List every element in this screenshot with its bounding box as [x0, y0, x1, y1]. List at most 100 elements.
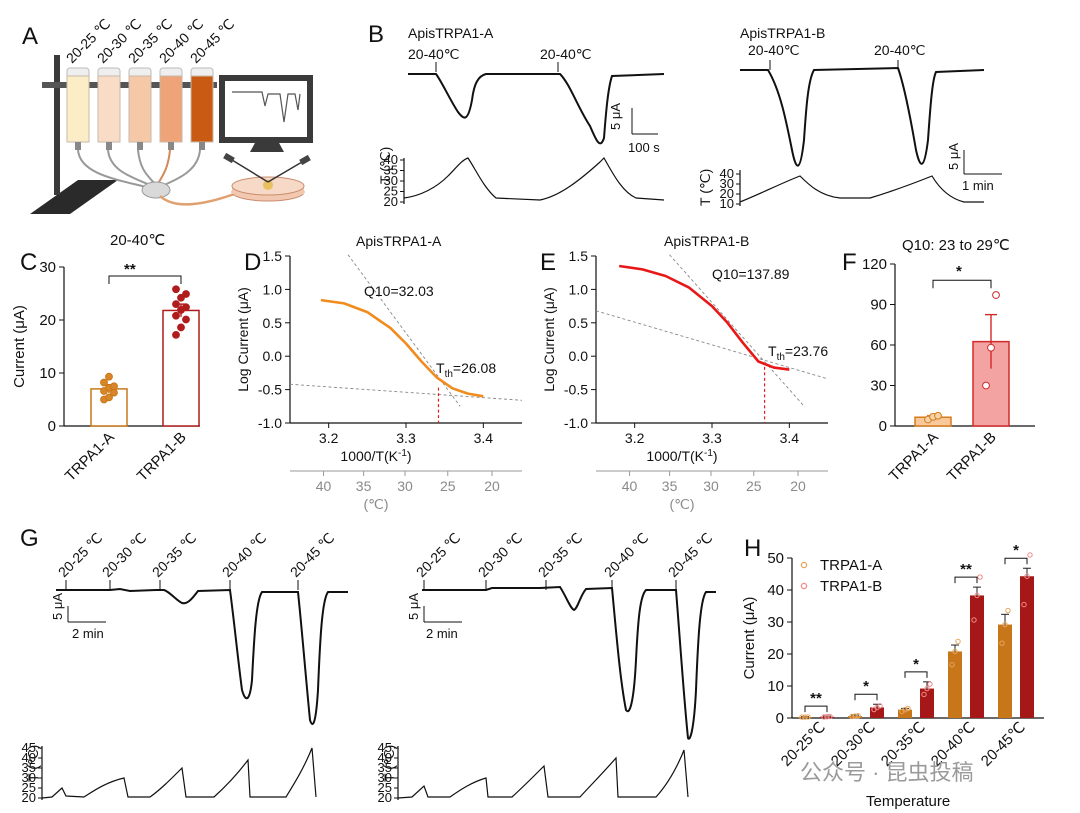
- chart-c: 0 10 20 30 Current (μA) TRPA1-A TRPA1-B: [11, 259, 200, 485]
- y-axis-label: Current (μA): [741, 597, 758, 680]
- data-point: [902, 706, 908, 713]
- legend-marker-b: [800, 582, 808, 590]
- scale-current-label-g2: 5 μA: [406, 593, 421, 620]
- data-point: [827, 713, 833, 720]
- stim-label: 20-30 ℃: [475, 530, 526, 581]
- significance-marker: *: [913, 656, 919, 673]
- y-tick-label: 0.0: [263, 348, 283, 364]
- current-trace-g-b: [422, 585, 716, 740]
- x-tick-label: 3.3: [396, 430, 416, 446]
- data-point: [921, 691, 927, 698]
- temp-tick-label: 40: [720, 166, 734, 181]
- panel-f: F Q10: 23 to 29℃ 0 30 60 90 120 TRPA1-A TRPA1-…: [842, 237, 1035, 485]
- y-tick-label: 10: [39, 365, 56, 382]
- fit-line: [595, 310, 829, 380]
- temp-tick-label: 25: [384, 184, 398, 199]
- fit-line: [347, 254, 461, 407]
- tube-valve: [199, 142, 205, 150]
- q10-label-d: Q10=32.03: [364, 283, 434, 299]
- data-point: [977, 574, 983, 580]
- temp-trace-g-a: [41, 747, 317, 799]
- scale-time-label: 100 s: [628, 140, 660, 155]
- y-tick-label: 1.0: [263, 281, 283, 297]
- tube-rack: 20-25 ℃20-30 ℃20-35 ℃20-40 ℃20-45 ℃: [63, 16, 237, 150]
- tube-1: [66, 75, 90, 143]
- stim-label-b1: 20-40℃: [408, 46, 460, 62]
- x-tick-label: 3.3: [702, 430, 722, 446]
- x-tick-label: 3.2: [625, 430, 645, 446]
- stim-label-b2: 20-40℃: [540, 46, 592, 62]
- arrhenius-curve: [619, 264, 790, 371]
- temp-tick-label: 40: [378, 750, 392, 765]
- temp-trace-b: [739, 175, 984, 203]
- tube-2: [97, 75, 121, 143]
- temp-trace-a: [403, 157, 665, 201]
- stim-label: 20-25 ℃: [413, 530, 464, 581]
- y-axis-label: Current (μA): [11, 305, 28, 388]
- panel-b: B ApisTRPA1-A ApisTRPA1-B 20-40℃ 20-40℃ …: [368, 21, 1002, 211]
- celsius-tick-label: 20: [790, 478, 806, 494]
- data-point: [905, 705, 911, 712]
- data-point: [952, 648, 958, 655]
- stim-label: 20-30 ℃: [99, 530, 150, 581]
- tube-valve: [137, 142, 143, 150]
- data-point: [110, 382, 118, 391]
- celsius-tick-label: 40: [622, 478, 638, 494]
- temp-axis-label: T (℃): [377, 147, 393, 184]
- y-tick-label: 60: [870, 337, 887, 354]
- recording-chamber: [223, 152, 311, 202]
- data-point: [955, 638, 961, 645]
- celsius-tick-label: 35: [356, 478, 372, 494]
- panel-g-letter: G: [20, 525, 39, 552]
- data-point: [177, 323, 185, 332]
- stim-label: 20-40 ℃: [219, 530, 270, 581]
- y-tick-label: 10: [767, 678, 784, 695]
- celsius-label: (℃): [669, 496, 694, 512]
- tth-label-d: Tth=26.08: [436, 360, 496, 380]
- stand-base: [30, 180, 118, 214]
- scale-current-label: 5 μA: [608, 103, 623, 130]
- legend-marker-a: [800, 561, 808, 569]
- tube-valve: [106, 142, 112, 150]
- panel-c-letter: C: [20, 249, 37, 276]
- significance-bracket: [904, 671, 928, 678]
- data-point: [100, 378, 108, 387]
- panel-f-letter: F: [842, 249, 857, 276]
- panel-d-letter: D: [244, 249, 261, 276]
- data-point: [799, 714, 805, 720]
- panel-f-title: Q10: 23 to 29℃: [902, 237, 1010, 254]
- significance-c: **: [124, 261, 136, 278]
- y-tick-label: -0.5: [564, 382, 588, 398]
- celsius-tick-label: 40: [316, 478, 332, 494]
- x-tick-label: TRPA1-A: [886, 429, 942, 485]
- significance-bracket: [954, 576, 978, 584]
- data-point: [182, 290, 190, 298]
- significance-bracket: [804, 705, 828, 713]
- data-point: [992, 291, 1000, 299]
- data-point: [182, 315, 190, 324]
- panel-g: G 20-25 ℃20-30 ℃ 20-35 ℃ 20-40 ℃ 20-45 ℃ 20-…: [20, 525, 716, 805]
- significance-f: *: [956, 263, 962, 280]
- temp-tick-label: 40: [22, 750, 36, 765]
- temp-tick-label: 35: [22, 760, 36, 775]
- y-axis-label: Log Current (μA): [541, 287, 557, 392]
- data-point: [852, 713, 858, 719]
- bar-TRPA1-B: [870, 707, 884, 718]
- temp-tick-label: 45: [378, 740, 392, 755]
- y-tick-label: 120: [862, 256, 887, 273]
- panel-c: C 20-40℃ 0 10 20 30 Current (μA) TRPA1-A TRPA1…: [11, 232, 200, 485]
- data-point: [182, 303, 190, 312]
- tube-valve: [75, 142, 81, 150]
- panel-e: E ApisTRPA1-B -1.0 -0.5 0.0 0.5 1.0 1.5 3.2 3.3…: [540, 233, 828, 512]
- current-trace-g-a: [56, 587, 348, 726]
- y-tick-label: 50: [767, 550, 784, 567]
- y-tick-label: 20: [39, 312, 56, 329]
- data-point: [1005, 607, 1011, 614]
- perfusion-tubing: [77, 149, 241, 206]
- panel-b-letter: B: [368, 21, 384, 48]
- y-tick-label: 1.0: [569, 281, 589, 297]
- panel-h-letter: H: [744, 535, 761, 562]
